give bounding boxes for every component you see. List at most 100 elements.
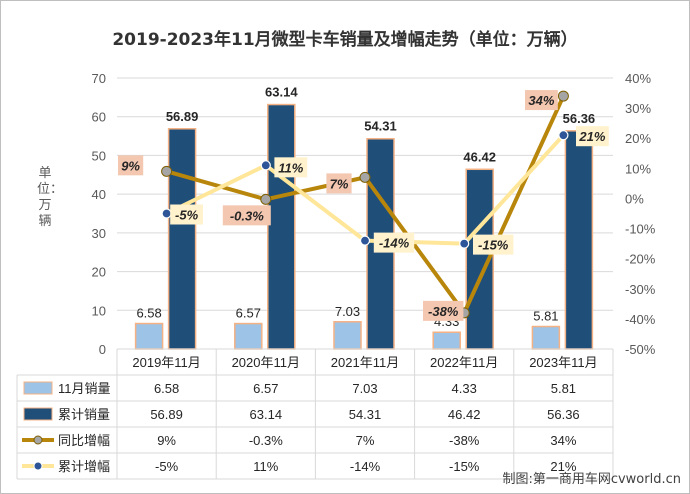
table-cell: 54.31 [349,407,382,422]
table-cell: 7.03 [352,381,377,396]
y-tick-label: 40 [92,187,106,202]
label-yoy-box [326,173,352,194]
legend-label: 同比增幅 [58,433,110,448]
y2-tick-label: -20% [625,252,656,267]
bar-monthly-label: 5.81 [533,309,558,324]
label-cumulative-growth: -14% [379,236,410,251]
label-cumulative-growth: 11% [278,160,303,175]
y2-tick-label: -50% [625,342,656,357]
legend-key-marker [33,461,43,471]
label-yoy: 34% [528,93,554,108]
table-cell: 4.33 [452,381,477,396]
y-tick-label: 0 [99,342,106,357]
y2-tick-label: 40% [625,71,651,86]
y2-tick-label: 30% [625,101,651,116]
y-tick-label: 60 [92,110,106,125]
x-tick-label: 2023年11月 [529,355,597,370]
table-cell: 21% [550,459,576,474]
bar-cumulative-label: 56.89 [166,109,199,124]
label-yoy: -38% [428,304,459,319]
table-cell: -14% [350,459,381,474]
table-cell: 56.89 [150,407,183,422]
label-yoy: -0.3% [230,208,264,223]
y2-tick-label: 20% [625,131,651,146]
grid-lines [117,77,613,311]
table-cell: -0.3% [249,433,283,448]
table-cell: 56.36 [547,407,580,422]
x-tick-label: 2022年11月 [430,355,498,370]
bar-cumulative-label: 63.14 [265,85,298,100]
bars [134,103,594,350]
point-yoy [359,171,371,183]
legend-label: 累计销量 [58,407,110,422]
table-cell: 6.58 [154,381,179,396]
label-cumulative-growth-box [274,157,308,178]
data-labels: 6.5856.896.5763.147.0354.314.3346.425.81… [118,85,609,329]
point-cumulative-growth [558,130,569,141]
y2-tick-label: 0% [625,191,644,206]
y2-tick-label: -10% [625,222,656,237]
label-cumulative-growth-box [170,204,203,225]
label-cumulative-growth-box [373,232,415,253]
bar-cumulative-label: 54.31 [364,119,397,134]
x-tick-label: 2019年11月 [132,355,200,370]
legend-key [23,407,53,421]
label-yoy-box [423,300,464,321]
table-cell: 7% [356,433,375,448]
y2-tick-label: -30% [625,282,656,297]
point-yoy [161,165,173,177]
label-cumulative-growth: -15% [478,238,509,253]
y-tick-label: 20 [92,265,106,280]
point-cumulative-growth [459,238,470,249]
y-tick-label: 50 [92,148,106,163]
bar-monthly [134,322,164,350]
label-cumulative-growth-box [473,234,514,255]
label-yoy-box [118,155,144,176]
bar-cumulative [564,130,594,350]
legend-key-marker [33,435,43,445]
y-tick-label: 10 [92,303,106,318]
chart-credit: 制图:第一商用车网cvworld.cn [502,472,681,487]
y-tick-label: 30 [92,226,106,241]
label-yoy-box [222,205,271,226]
x-tick-label: 2021年11月 [331,355,399,370]
table-cell: 34% [550,433,576,448]
table-cell: 9% [157,433,176,448]
label-yoy: 9% [121,158,140,173]
y-tick-label: 70 [92,71,106,86]
label-cumulative-growth-box [576,126,609,147]
chart-title: 2019-2023年11月微型卡车销量及增幅走势（单位：万辆） [112,30,578,50]
y2-tick-label: 10% [625,161,651,176]
point-yoy [260,193,272,205]
table-cell: 11% [253,459,278,474]
bar-monthly [531,325,561,350]
bar-monthly [333,321,362,350]
table-cell: -15% [449,459,480,474]
bar-cumulative [167,128,197,350]
bar-cumulative-label: 46.42 [463,149,496,164]
bar-cumulative [465,168,494,350]
point-cumulative-growth [161,208,172,219]
legend-key [23,381,53,395]
data-table: 2019年11月 2020年11月 2021年11月 2022年11月 2023年11月… [16,348,614,480]
point-yoy [557,90,569,102]
bar-cumulative [267,103,296,350]
point-cumulative-growth [260,160,271,171]
bar-monthly [234,322,263,350]
legend-label: 11月销量 [58,381,111,396]
table-cell: 63.14 [250,407,283,422]
table-cell: -38% [449,433,480,448]
bar-monthly-label: 6.58 [136,306,161,321]
table-cell: -5% [155,459,179,474]
point-cumulative-growth [359,235,371,246]
bar-monthly [432,331,461,350]
x-tick-label: 2020年11月 [232,355,300,370]
table-cell: 6.57 [253,381,278,396]
label-yoy-box [525,90,558,111]
bar-monthly-label: 6.57 [236,306,261,321]
axes: 0 10 20 30 40 50 60 70 -50% -40% -30% -20% -10% 0% 10%… [92,71,656,357]
table-cell: 5.81 [551,381,576,396]
table-cell: 46.42 [448,407,481,422]
